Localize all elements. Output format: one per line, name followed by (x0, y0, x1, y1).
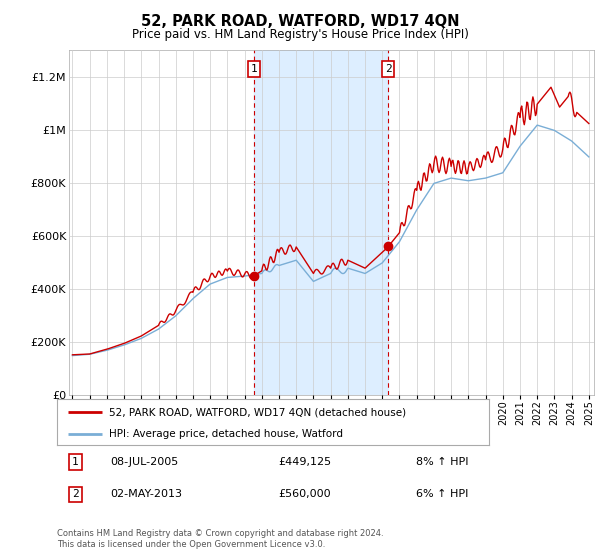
Text: 1: 1 (72, 457, 79, 467)
Text: 2: 2 (72, 489, 79, 500)
Text: 52, PARK ROAD, WATFORD, WD17 4QN (detached house): 52, PARK ROAD, WATFORD, WD17 4QN (detach… (109, 407, 406, 417)
Text: HPI: Average price, detached house, Watford: HPI: Average price, detached house, Watf… (109, 429, 343, 438)
Text: £560,000: £560,000 (279, 489, 331, 500)
Text: 2: 2 (385, 64, 392, 74)
Text: 1: 1 (250, 64, 257, 74)
Text: Price paid vs. HM Land Registry's House Price Index (HPI): Price paid vs. HM Land Registry's House … (131, 28, 469, 41)
Text: 8% ↑ HPI: 8% ↑ HPI (416, 457, 469, 467)
Text: Contains HM Land Registry data © Crown copyright and database right 2024.
This d: Contains HM Land Registry data © Crown c… (57, 529, 383, 549)
Text: 02-MAY-2013: 02-MAY-2013 (110, 489, 182, 500)
Text: 6% ↑ HPI: 6% ↑ HPI (416, 489, 469, 500)
Text: £449,125: £449,125 (279, 457, 332, 467)
Text: 08-JUL-2005: 08-JUL-2005 (110, 457, 178, 467)
Text: 52, PARK ROAD, WATFORD, WD17 4QN: 52, PARK ROAD, WATFORD, WD17 4QN (141, 14, 459, 29)
Bar (254, 50, 388, 395)
